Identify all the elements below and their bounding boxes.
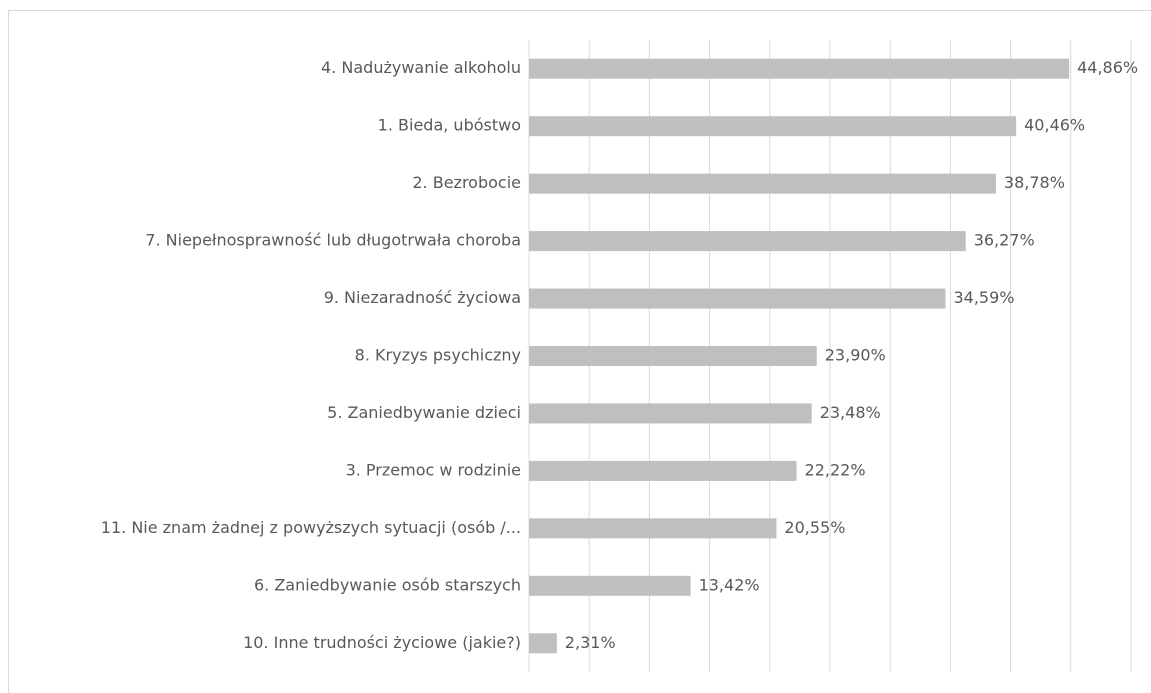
bar: [529, 575, 691, 596]
y-tick-label: 6. Zaniedbywanie osób starszych: [254, 575, 521, 594]
bar: [529, 58, 1070, 79]
bar: [529, 231, 966, 252]
y-tick-label: 3. Przemoc w rodzinie: [346, 460, 521, 479]
bar: [529, 116, 1017, 137]
y-tick-label: 1. Bieda, ubóstwo: [378, 116, 521, 135]
data-label: 34,59%: [953, 288, 1014, 307]
bar: [529, 173, 996, 194]
y-tick-label: 2. Bezrobocie: [412, 173, 521, 192]
y-tick-label: 9. Niezaradność życiowa: [324, 288, 521, 307]
chart-border: [8, 10, 1151, 693]
bar: [529, 460, 797, 481]
data-label: 23,90%: [825, 346, 886, 365]
data-label: 44,86%: [1077, 58, 1138, 77]
y-tick-label: 4. Nadużywanie alkoholu: [321, 58, 521, 77]
y-tick-label: 10. Inne trudności życiowe (jakie?): [243, 633, 521, 652]
y-tick-label: 11. Nie znam żadnej z powyższych sytuacj…: [101, 518, 521, 537]
data-label: 20,55%: [784, 518, 845, 537]
y-tick-label: 5. Zaniedbywanie dzieci: [327, 403, 521, 422]
data-label: 2,31%: [565, 633, 616, 652]
bar: [529, 518, 777, 539]
data-label: 38,78%: [1004, 173, 1065, 192]
data-label: 40,46%: [1024, 116, 1085, 135]
y-tick-label: 7. Niepełnosprawność lub długotrwała cho…: [145, 231, 521, 250]
data-label: 36,27%: [974, 231, 1035, 250]
bar: [529, 633, 557, 654]
bar: [529, 288, 946, 309]
data-label: 22,22%: [805, 460, 866, 479]
bar: [529, 403, 812, 424]
data-label: 13,42%: [699, 575, 760, 594]
bar: [529, 346, 817, 366]
data-label: 23,48%: [820, 403, 881, 422]
y-tick-label: 8. Kryzys psychiczny: [355, 346, 521, 365]
